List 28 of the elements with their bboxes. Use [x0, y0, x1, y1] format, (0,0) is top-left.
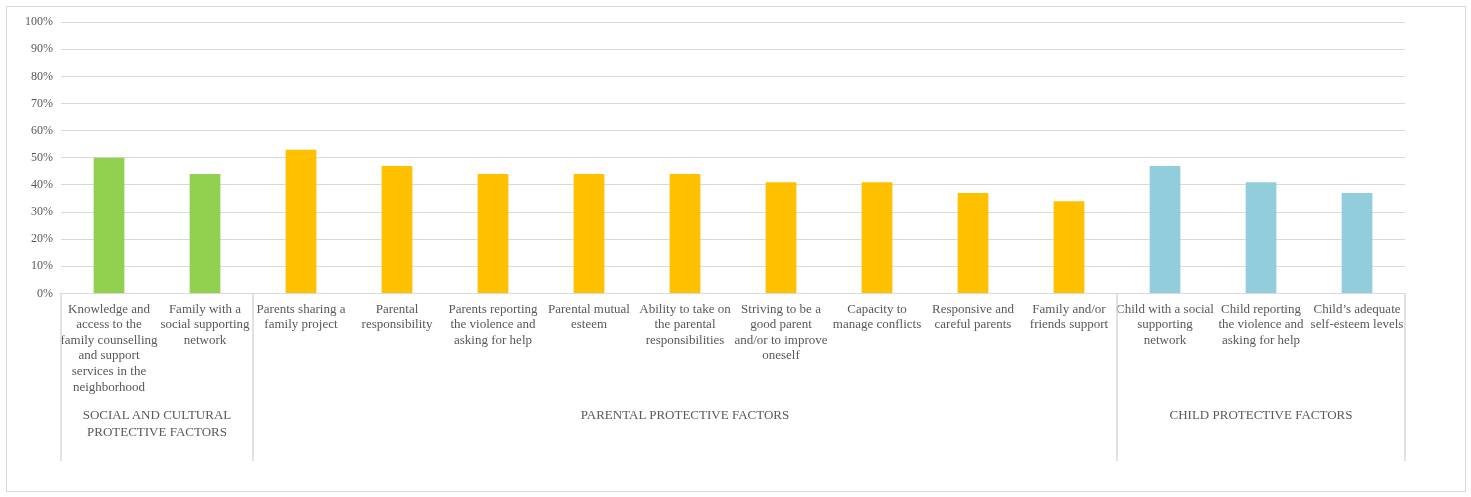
text: SOCIAL AND CULTURAL PROTECTIVE FACTORS: [82, 406, 232, 439]
x-tick-label: Striving to be a good parent and/or to improve oneself: [734, 300, 828, 363]
x-tick-label: Parental responsibility: [361, 300, 433, 332]
x-tick-label: Child’s adequate self-esteem levels: [1310, 300, 1404, 332]
y-tick-label: 50%: [31, 149, 53, 164]
x-tick-label: Parental mutual esteem: [548, 300, 631, 332]
y-tick-label: 90%: [31, 41, 53, 56]
text: PARENTAL PROTECTIVE FACTORS: [580, 406, 790, 422]
y-tick-label: 80%: [31, 68, 53, 83]
y-tick-label: 10%: [31, 258, 53, 273]
x-tick-label: Parents reporting the violence and asking for help: [448, 300, 539, 347]
y-tick-label: 100%: [25, 14, 53, 29]
y-tick-label: 40%: [31, 177, 53, 192]
x-tick-label: Knowledge and access to the family counselling and support services in the neighborhood: [60, 300, 159, 394]
x-tick-label: Family and/or friends support: [1029, 300, 1109, 332]
x-tick-label: Parents sharing a family project: [256, 300, 346, 332]
x-tick-label: Family with a social supporting network: [160, 300, 251, 347]
text: CHILD PROTECTIVE FACTORS: [1169, 406, 1353, 422]
x-tick-label: Ability to take on the parental responsibilities: [639, 300, 732, 347]
y-tick-label: 60%: [31, 122, 53, 137]
y-tick-label: 0%: [37, 285, 53, 300]
x-tick-label: Responsive and careful parents: [932, 300, 1015, 332]
x-tick-label: Capacity to manage conflicts: [832, 300, 922, 332]
x-tick-label: Child with a social supporting network: [1116, 300, 1215, 347]
x-tick-label: Child reporting the violence and asking for help: [1218, 300, 1305, 347]
y-tick-label: 30%: [31, 204, 53, 219]
y-tick-label: 20%: [31, 231, 53, 246]
y-tick-label: 70%: [31, 95, 53, 110]
